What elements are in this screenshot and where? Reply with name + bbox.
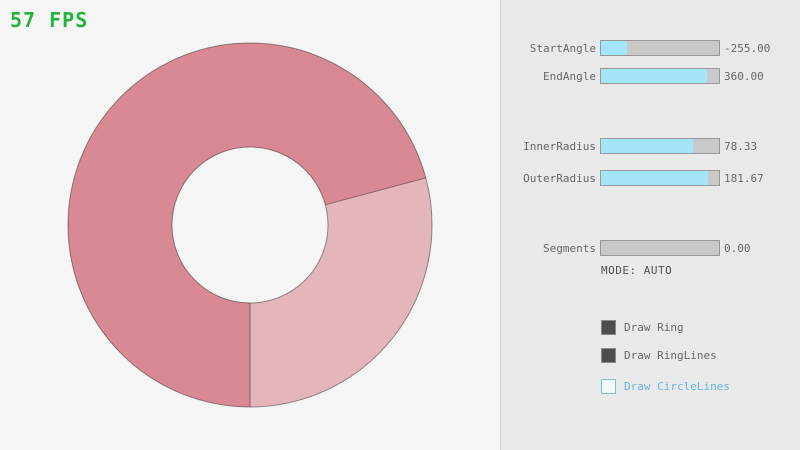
slider-row-segments: Segments 0.00: [501, 240, 800, 256]
inner-radius-slider-fill: [601, 139, 694, 153]
segments-mode-text: MODE: AUTO: [601, 264, 673, 277]
segments-value: 0.00: [724, 241, 751, 255]
draw-ring-checkbox[interactable]: [601, 319, 616, 335]
inner-radius-slider[interactable]: [600, 138, 720, 154]
start-angle-slider-fill: [601, 41, 627, 55]
outer-radius-slider-fill: [601, 171, 709, 185]
start-angle-value: -255.00: [724, 41, 771, 55]
draw-ring-label: Draw Ring: [624, 320, 684, 334]
outer-radius-value: 181.67: [724, 171, 764, 185]
slider-row-end-angle: EndAngle 360.00: [501, 68, 800, 84]
segments-label: Segments: [543, 241, 596, 255]
ring-canvas: [67, 42, 433, 408]
end-angle-label: EndAngle: [543, 69, 596, 83]
draw-circlelines-label: Draw CircleLines: [624, 379, 730, 393]
outer-radius-label: OuterRadius: [523, 171, 596, 185]
end-angle-slider[interactable]: [600, 68, 720, 84]
ring-inner-outline: [171, 146, 329, 304]
inner-radius-label: InnerRadius: [523, 139, 596, 153]
start-angle-slider[interactable]: [600, 40, 720, 56]
ring-dark-sector: [68, 43, 426, 407]
slider-row-outer-radius: OuterRadius 181.67: [501, 170, 800, 186]
controls-panel: StartAngle -255.00 EndAngle 360.00 Inner…: [500, 0, 800, 450]
ring-start-edge-line: [325, 177, 426, 206]
inner-radius-value: 78.33: [724, 139, 758, 153]
segments-slider[interactable]: [600, 240, 720, 256]
slider-row-start-angle: StartAngle -255.00: [501, 40, 800, 56]
end-angle-slider-fill: [601, 69, 708, 83]
outer-radius-slider[interactable]: [600, 170, 720, 186]
checkbox-row-draw-circlelines: Draw CircleLines: [601, 378, 730, 394]
ring-outer-outline: [67, 42, 433, 408]
end-angle-value: 360.00: [724, 69, 764, 83]
draw-ringlines-label: Draw RingLines: [624, 348, 717, 362]
start-angle-label: StartAngle: [529, 41, 596, 55]
slider-row-inner-radius: InnerRadius 78.33: [501, 138, 800, 154]
fps-counter: 57 FPS: [10, 8, 89, 32]
checkbox-row-draw-ringlines: Draw RingLines: [601, 347, 717, 363]
checkbox-row-draw-ring: Draw Ring: [601, 319, 684, 335]
ring-light-sector: [250, 177, 432, 407]
draw-circlelines-checkbox[interactable]: [601, 378, 616, 394]
draw-ringlines-checkbox[interactable]: [601, 347, 616, 363]
